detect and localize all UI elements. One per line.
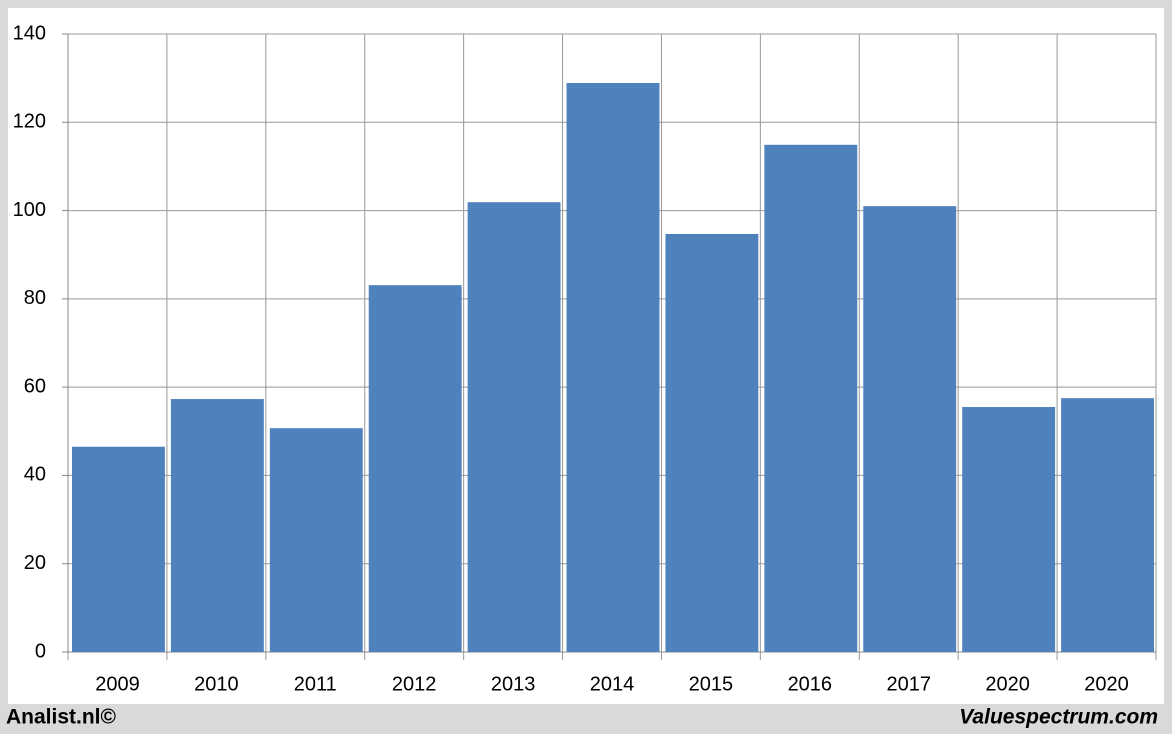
y-tick-label: 20 bbox=[24, 552, 46, 574]
x-tick-label: 2012 bbox=[392, 673, 437, 695]
bar bbox=[467, 202, 561, 653]
x-tick-label: 2020 bbox=[1084, 673, 1129, 695]
bar bbox=[72, 446, 165, 652]
x-tick-label: 2020 bbox=[985, 673, 1030, 695]
bar bbox=[566, 82, 660, 652]
y-tick-label: 0 bbox=[35, 640, 46, 662]
x-tick-label: 2013 bbox=[491, 673, 536, 695]
y-tick-label: 80 bbox=[24, 287, 46, 309]
source-left: Analist.nl© bbox=[6, 706, 117, 729]
y-tick-label: 120 bbox=[13, 111, 46, 133]
x-tick-label: 2017 bbox=[886, 673, 931, 695]
source-right: Valuespectrum.com bbox=[959, 706, 1158, 729]
bar bbox=[665, 233, 759, 652]
bar bbox=[764, 144, 858, 652]
x-tick-label: 2015 bbox=[689, 673, 734, 695]
bar bbox=[962, 407, 1056, 652]
y-tick-label: 140 bbox=[13, 22, 46, 44]
x-tick-label: 2010 bbox=[194, 673, 239, 695]
bar bbox=[170, 399, 264, 652]
x-tick-label: 2009 bbox=[95, 673, 140, 695]
bar bbox=[863, 206, 957, 652]
bar bbox=[269, 428, 363, 652]
y-tick-label: 40 bbox=[24, 464, 46, 486]
x-tick-label: 2011 bbox=[294, 673, 337, 695]
bar bbox=[368, 285, 462, 652]
x-tick-label: 2014 bbox=[590, 673, 635, 695]
bar bbox=[1061, 398, 1154, 652]
x-tick-label: 2016 bbox=[788, 673, 833, 695]
y-tick-label: 100 bbox=[13, 199, 46, 221]
y-tick-label: 60 bbox=[24, 375, 46, 397]
